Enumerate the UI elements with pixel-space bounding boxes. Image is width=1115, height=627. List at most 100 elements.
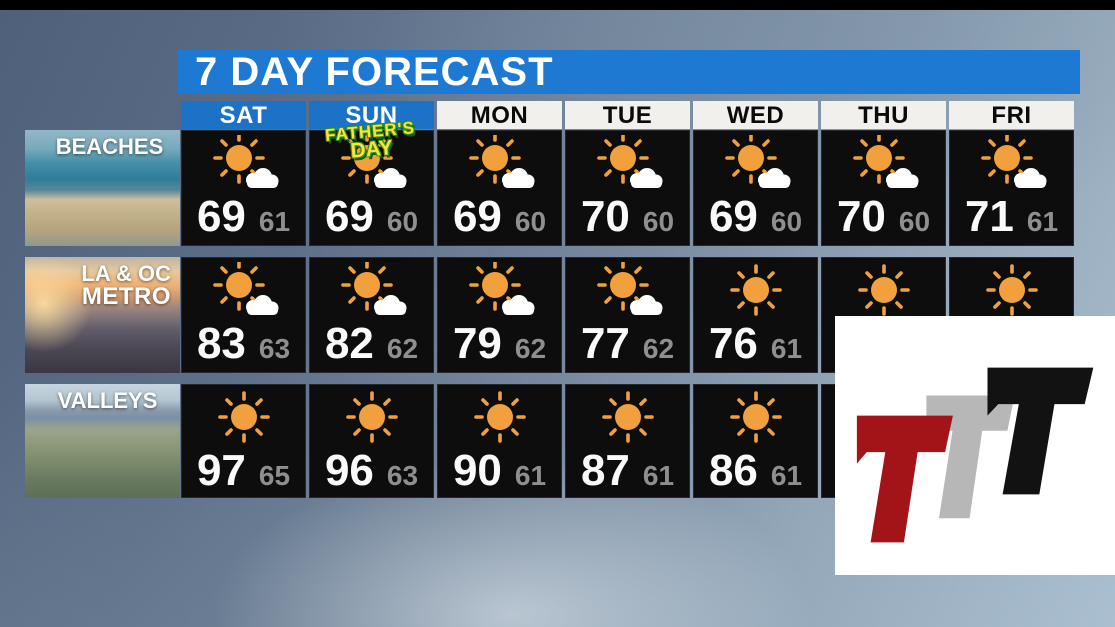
cloud-icon [629,295,662,315]
high-temp: 82 [324,319,374,368]
region-label-line2: METRO [81,283,171,311]
station-logo-overlay [835,316,1115,575]
forecast-cell: 69 60 [437,130,562,246]
region-label-line1: LA & OC [81,261,171,286]
forecast-cell: 69 60 [693,130,818,246]
low-temp: 61 [1026,206,1059,237]
sun-icon [857,264,910,316]
low-temp: 61 [514,460,547,491]
low-temp: 61 [642,460,675,491]
forecast-cell: 90 61 [437,384,562,498]
low-temp: 65 [258,460,291,491]
sun-icon [217,391,270,443]
forecast-cell: 69 61 [181,130,306,246]
sun-icon [985,264,1038,316]
forecast-row-beaches: 69 61 69 60 69 60 70 60 [181,130,1074,246]
region-photo-beaches: BEACHES [25,130,180,246]
cloud-icon [501,168,534,188]
day-header-wed: WED [693,101,818,129]
sun-icon [729,391,782,443]
sun-icon [596,135,649,184]
forecast-cell: 77 62 [565,257,690,373]
high-temp: 77 [580,319,630,368]
high-temp: 86 [708,446,758,495]
sun-icon [473,391,526,443]
sun-icon [601,391,654,443]
cloud-icon [373,168,406,188]
cloud-icon [885,168,918,188]
low-temp: 62 [642,333,675,364]
high-temp: 97 [196,446,246,495]
high-temp: 87 [580,446,630,495]
sun-icon [596,262,649,311]
region-photo-valleys: VALLEYS [25,384,180,498]
weather-icon [340,262,406,315]
weather-icon [212,135,278,188]
weather-icon [340,135,406,188]
high-temp: 69 [452,192,502,241]
forecast-cell: 87 61 [565,384,690,498]
region-photo-la-oc-metro: LA & OC METRO [25,257,180,373]
region-label: VALLEYS [57,388,158,413]
day-header-tue: TUE [565,101,690,129]
sun-icon [852,135,905,184]
weather-icon [985,264,1038,316]
weather-icon [217,391,270,443]
weather-icon [468,135,534,188]
low-temp: 60 [642,206,675,237]
forecast-cell: 71 61 [949,130,1074,246]
weather-icon [980,135,1046,188]
forecast-cell: 69 60 [309,130,434,246]
forecast-cell: 86 61 [693,384,818,498]
forecast-cell: 96 63 [309,384,434,498]
forecast-cell: 97 65 [181,384,306,498]
day-header-mon: MON [437,101,562,129]
logo-letter-t-gray [926,395,1015,519]
top-letterbox-bar [0,0,1115,10]
high-temp: 90 [452,446,502,495]
sun-icon [724,135,777,184]
weather-icon [601,391,654,443]
low-temp: 61 [258,206,291,237]
forecast-cell: 83 63 [181,257,306,373]
weather-icon [212,262,278,315]
high-temp: 83 [196,319,246,368]
low-temp: 60 [898,206,931,237]
forecast-cell: 70 60 [565,130,690,246]
cloud-icon [1013,168,1046,188]
forecast-cell: 70 60 [821,130,946,246]
low-temp: 60 [386,206,419,237]
cloud-icon [373,295,406,315]
forecast-cell: 82 62 [309,257,434,373]
high-temp: 71 [964,192,1014,241]
logo-letter-t-red [856,415,953,543]
logo-letter-t-black [987,367,1094,495]
high-temp: 69 [196,192,246,241]
cloud-icon [245,168,278,188]
sun-icon [212,262,265,311]
low-temp: 62 [386,333,419,364]
weather-icon [345,391,398,443]
weather-icon [729,264,782,316]
weather-icon [596,135,662,188]
high-temp: 70 [580,192,630,241]
day-header-sun: SUN [309,101,434,129]
day-header-fri: FRI [949,101,1074,129]
high-temp: 76 [708,319,758,368]
high-temp: 79 [452,319,502,368]
sun-icon [729,264,782,316]
sun-icon [468,262,521,311]
high-temp: 96 [324,446,374,495]
low-temp: 63 [258,333,291,364]
cloud-icon [501,295,534,315]
weather-icon [473,391,526,443]
sun-icon [212,135,265,184]
low-temp: 62 [514,333,547,364]
sun-icon [980,135,1033,184]
triple-t-logo [856,367,1094,543]
high-temp: 69 [708,192,758,241]
weather-icon [852,135,918,188]
weather-icon [724,135,790,188]
cloud-icon [757,168,790,188]
